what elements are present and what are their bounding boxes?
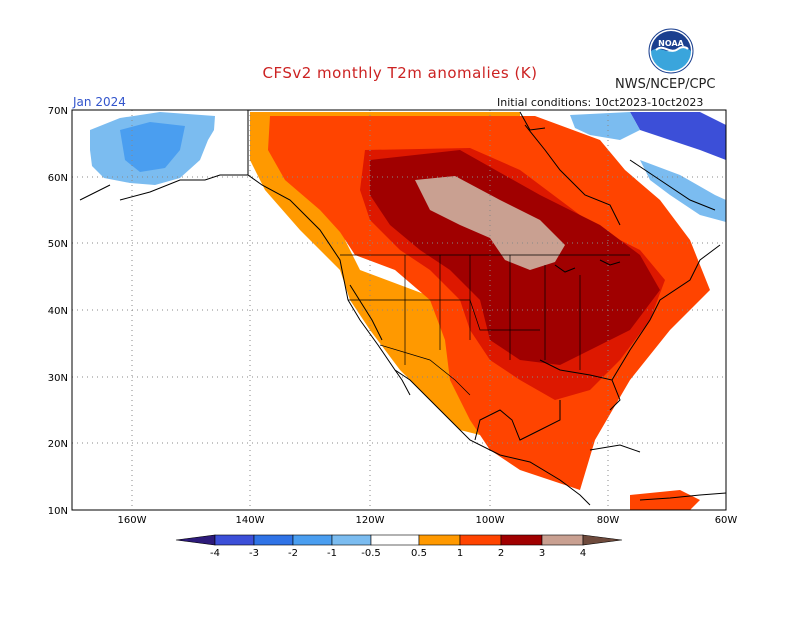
lat-label: 70N (48, 106, 68, 117)
legend-swatch (370, 534, 420, 546)
lon-label: 80W (597, 515, 620, 526)
lon-label: 120W (356, 515, 385, 526)
lon-label: 140W (236, 515, 265, 526)
color-legend: -4 -3 -2 -1 -0.5 0.5 1 2 3 4 (175, 534, 623, 559)
map-frame (71, 109, 727, 511)
legend-swatch (418, 534, 461, 546)
legend-arrow-left (175, 534, 216, 546)
labrador-cold-ring (570, 112, 640, 140)
legend-label: 0.5 (411, 548, 427, 559)
canada-extreme-anomaly (415, 176, 565, 270)
legend-swatch (253, 534, 294, 546)
legend-swatch (541, 534, 584, 546)
lat-label: 40N (48, 306, 68, 317)
lat-label: 30N (48, 373, 68, 384)
quebec-cold-anomaly (640, 160, 726, 222)
legend-label: 4 (580, 548, 586, 559)
legend-label: -4 (210, 548, 220, 559)
legend-label: 1 (457, 548, 463, 559)
lon-label: 60W (715, 515, 738, 526)
noaa-logo: NOAA (648, 28, 694, 74)
legend-label: -2 (288, 548, 298, 559)
lon-axis: 160W 140W 120W 100W 80W 60W (118, 515, 738, 526)
lon-label: 160W (118, 515, 147, 526)
legend-label: 3 (539, 548, 545, 559)
anomaly-shading (90, 112, 726, 510)
lat-label: 50N (48, 239, 68, 250)
coastlines (79, 110, 726, 506)
legend-swatch (459, 534, 502, 546)
agency-label: NWS/NCEP/CPC (615, 77, 716, 92)
legend-swatch (292, 534, 333, 546)
labrador-cold-anomaly (630, 112, 726, 160)
lat-label: 60N (48, 173, 68, 184)
legend-swatch (214, 534, 255, 546)
legend-label: -3 (249, 548, 259, 559)
forecast-month: Jan 2024 (73, 95, 126, 109)
legend-label: 2 (498, 548, 504, 559)
legend-label: -1 (327, 548, 337, 559)
alaska-cold-core (120, 122, 185, 172)
graticule (72, 110, 726, 510)
caribbean-warm-anomaly (630, 490, 700, 510)
lat-label: 10N (48, 506, 68, 517)
legend-swatch (331, 534, 372, 546)
svg-text:NOAA: NOAA (658, 39, 684, 48)
lat-axis: 70N 60N 50N 40N 30N 20N 10N (48, 106, 68, 517)
legend-label: -0.5 (361, 548, 381, 559)
political-borders (340, 254, 630, 396)
chart-title: CFSv2 monthly T2m anomalies (K) (262, 64, 538, 82)
initial-conditions: Initial conditions: 10ct2023-10ct2023 (497, 96, 704, 109)
legend-arrow-right (582, 534, 623, 546)
legend-swatch (500, 534, 543, 546)
lat-label: 20N (48, 439, 68, 450)
lon-label: 100W (476, 515, 505, 526)
